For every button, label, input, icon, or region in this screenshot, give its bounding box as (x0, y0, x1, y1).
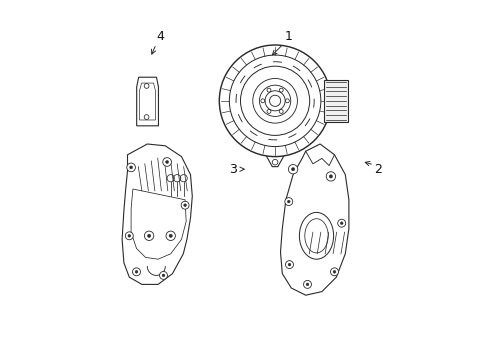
Circle shape (288, 165, 297, 174)
Circle shape (337, 219, 345, 227)
Circle shape (126, 163, 135, 172)
Circle shape (163, 158, 171, 166)
Circle shape (135, 270, 138, 273)
Circle shape (162, 274, 164, 277)
Circle shape (169, 234, 172, 238)
Circle shape (325, 172, 335, 181)
Circle shape (340, 222, 343, 225)
Circle shape (144, 231, 153, 240)
Circle shape (183, 204, 186, 207)
Circle shape (132, 268, 140, 276)
Text: 4: 4 (156, 30, 163, 42)
Circle shape (159, 271, 167, 279)
Circle shape (284, 198, 292, 206)
Circle shape (129, 166, 132, 169)
Circle shape (328, 175, 332, 178)
Circle shape (332, 270, 335, 273)
Circle shape (181, 201, 189, 209)
Circle shape (128, 234, 130, 237)
Text: 2: 2 (373, 163, 381, 176)
Circle shape (125, 232, 133, 240)
Circle shape (330, 268, 338, 276)
Circle shape (291, 167, 294, 171)
Circle shape (166, 231, 175, 240)
Circle shape (303, 280, 311, 288)
Circle shape (305, 283, 308, 286)
Text: 1: 1 (284, 30, 292, 42)
Circle shape (147, 234, 150, 238)
Circle shape (285, 261, 293, 269)
Circle shape (165, 161, 168, 163)
Circle shape (287, 263, 290, 266)
Circle shape (287, 200, 289, 203)
Text: 3: 3 (228, 163, 236, 176)
Bar (324, 80, 347, 122)
